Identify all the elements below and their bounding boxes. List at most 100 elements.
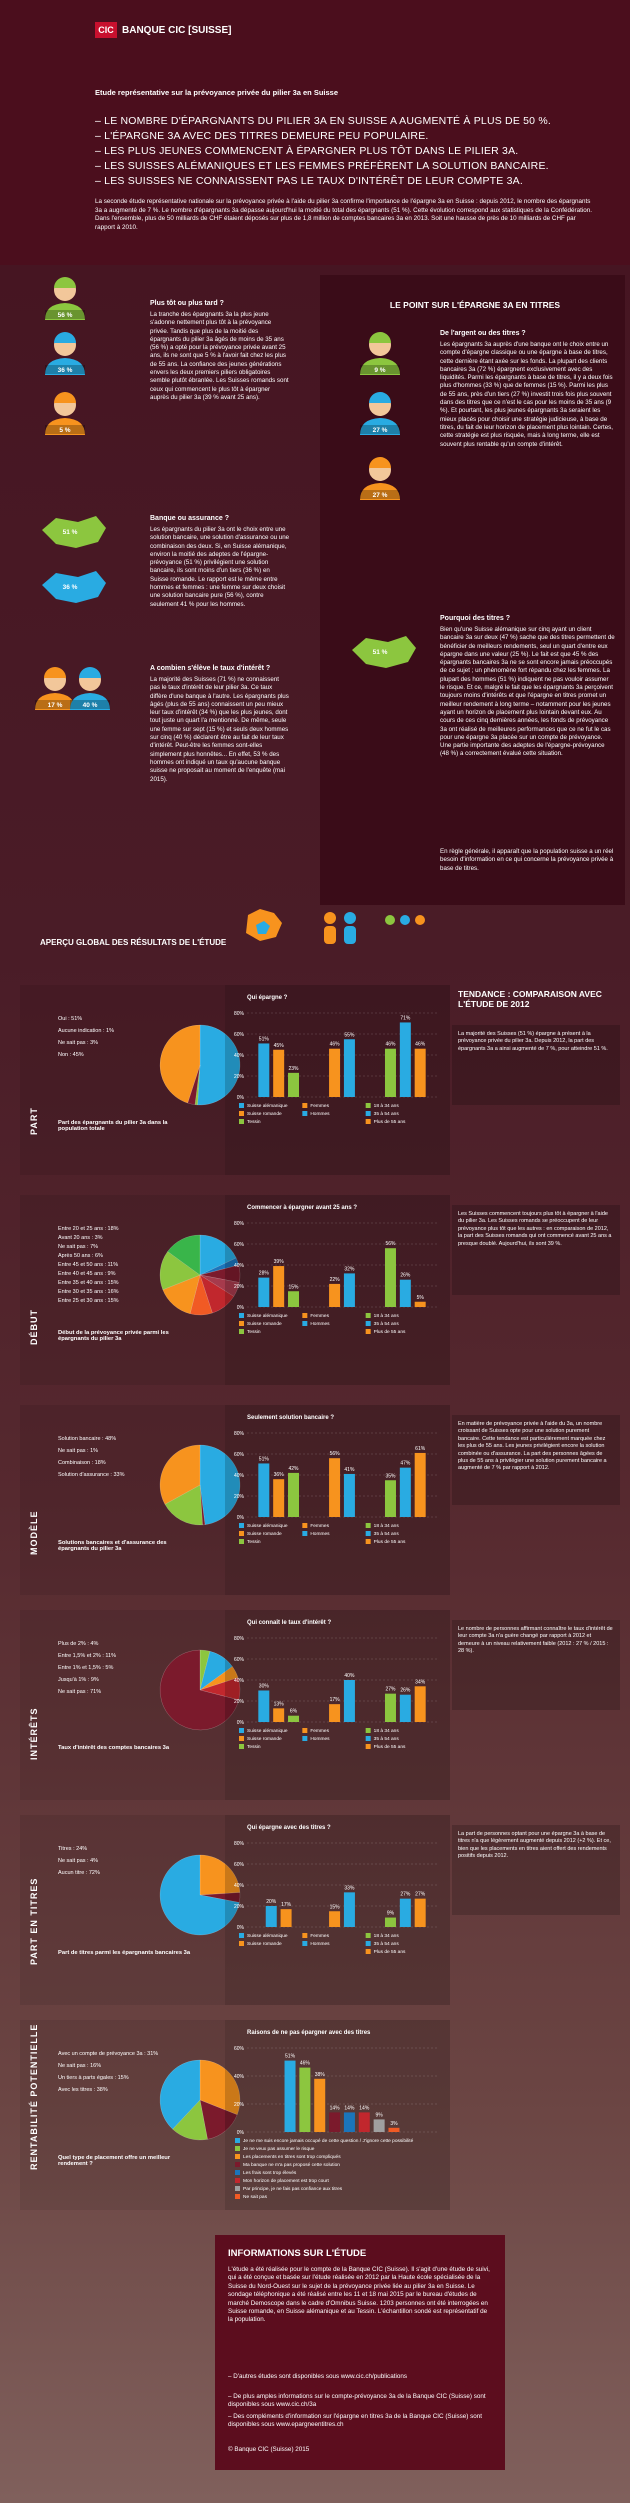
value-label: 46% (385, 1042, 396, 1048)
value-label: 14% (344, 2105, 355, 2111)
legend-label: Suisse romande (247, 1736, 282, 1742)
person-hair (54, 392, 76, 403)
legend-swatch (302, 1933, 308, 1938)
headline: – LES SUISSES ALÉMANIQUES ET LES FEMMES … (95, 160, 549, 172)
pie-caption: Début de la prévoyance privée parmi les … (58, 1330, 169, 1342)
person-hair (369, 332, 391, 343)
legend-swatch (235, 2162, 240, 2167)
legend-label: Les placements en titres sont trop compl… (243, 2154, 341, 2160)
legend-swatch (365, 1111, 371, 1116)
pie-label: Entre 45 et 50 ans : 11% (58, 1262, 118, 1268)
trend-panel (452, 1025, 620, 1105)
pie-slice (159, 1854, 240, 1936)
y-tick-label: 60% (234, 1032, 245, 1038)
trend-text: La majorité des Suisses (51 %) épargne à… (458, 1031, 608, 1052)
legend-swatch (365, 1736, 371, 1741)
figure-band (360, 365, 400, 374)
value-label: 17% (330, 1697, 341, 1703)
figure-band (45, 310, 85, 319)
bar (343, 1680, 355, 1722)
legend-label: Suisse romande (247, 1111, 282, 1117)
bar (273, 1049, 285, 1097)
info-text: L'étude a été réalisée pour le compte de… (228, 2266, 490, 2324)
person-hair (369, 392, 391, 403)
legend-label: Par principe, je ne fais pas confiance a… (243, 2186, 343, 2192)
figure-label: 9 % (374, 367, 385, 374)
legend-swatch (239, 1321, 244, 1326)
pie-label: Titres : 24% (58, 1846, 87, 1852)
intro-title: Etude représentative sur la prévoyance p… (95, 88, 339, 97)
pie-slice (187, 1064, 201, 1105)
legend-swatch (365, 1531, 371, 1536)
legend-swatch (235, 2146, 240, 2151)
y-tick-label: 20% (234, 1494, 245, 1500)
map-icon (256, 921, 270, 934)
legend-label: Plus de 55 ans (374, 1539, 406, 1545)
bar (329, 1704, 341, 1722)
pie-label: Entre 35 et 40 ans : 15% (58, 1280, 119, 1286)
headline: – L'ÉPARGNE 3A AVEC DES TITRES DEMEURE P… (95, 130, 429, 142)
person-body (45, 358, 85, 375)
bar (384, 1048, 396, 1097)
value-label: 23% (289, 1066, 300, 1072)
legend-label: Femmes (310, 1728, 329, 1734)
value-label: 17% (281, 1902, 292, 1908)
value-label: 47% (400, 1461, 411, 1467)
person-body (360, 418, 400, 435)
pie-caption: Part de titres parmi les épargnants banc… (58, 1950, 191, 1956)
legend-label: Hommes (310, 1111, 330, 1117)
legend-label: Tessin (247, 1119, 261, 1125)
value-label: 42% (289, 1466, 300, 1472)
legend-label: Suisse romande (247, 1941, 282, 1947)
pie-label: Entre 25 et 30 ans : 15% (58, 1298, 119, 1304)
bar (329, 1911, 341, 1927)
value-label: 39% (274, 1259, 285, 1265)
bar (258, 1043, 270, 1097)
legend-swatch (365, 1313, 371, 1318)
bar (343, 1039, 355, 1097)
value-label: 27% (385, 1687, 396, 1693)
pie-slice (167, 1234, 201, 1276)
bar (373, 2119, 385, 2132)
y-tick-label: 0% (237, 1095, 245, 1101)
figure-label: 51 % (373, 649, 388, 656)
y-tick-label: 60% (234, 2046, 245, 2052)
pie-slice (159, 1649, 240, 1731)
bar (314, 2078, 326, 2132)
y-tick-label: 20% (234, 1284, 245, 1290)
legend-swatch (365, 1933, 371, 1938)
legend-label: Je ne veux pas assumer le risque (243, 2146, 315, 2152)
focus-topic-title: Pourquoi des titres ? (440, 615, 511, 622)
legend-swatch (302, 1321, 308, 1326)
topic-title: Plus tôt ou plus tard ? (150, 300, 224, 307)
pie-slice (159, 1024, 201, 1104)
bar (399, 1022, 411, 1097)
bar (384, 1480, 396, 1517)
legend-label: Plus de 55 ans (374, 1329, 406, 1335)
pie-slice (197, 1024, 241, 1106)
figure-label: 17 % (48, 702, 63, 709)
value-label: 51% (259, 1456, 270, 1462)
y-tick-label: 40% (234, 1473, 245, 1479)
info-link: – D'autres études sont disponibles sous … (228, 2373, 408, 2380)
value-label: 46% (415, 1042, 426, 1048)
pie-label: Aucune indication : 1% (58, 1028, 114, 1034)
value-label: 61% (415, 1446, 426, 1452)
figure-band (360, 425, 400, 434)
bar (343, 2112, 355, 2132)
trend-text: Les Suisses commencent toujours plus tôt… (458, 1211, 612, 1247)
y-tick-label: 40% (234, 1053, 245, 1059)
pie-label: Entre 1% et 1,5% : 5% (58, 1665, 113, 1671)
y-tick-label: 0% (237, 1925, 245, 1931)
value-label: 55% (344, 1032, 355, 1038)
bar (280, 1909, 292, 1927)
pie-label: Ne sait pas : 3% (58, 1040, 98, 1046)
pie-slice (164, 1484, 203, 1526)
pie-label: Entre 20 et 25 ans : 18% (58, 1226, 119, 1232)
figure-band (70, 700, 110, 709)
legend-swatch (239, 1531, 244, 1536)
trend-text: La part de personnes optant pour une épa… (458, 1831, 611, 1860)
person-body (360, 358, 400, 375)
value-label: 51% (259, 1036, 270, 1042)
